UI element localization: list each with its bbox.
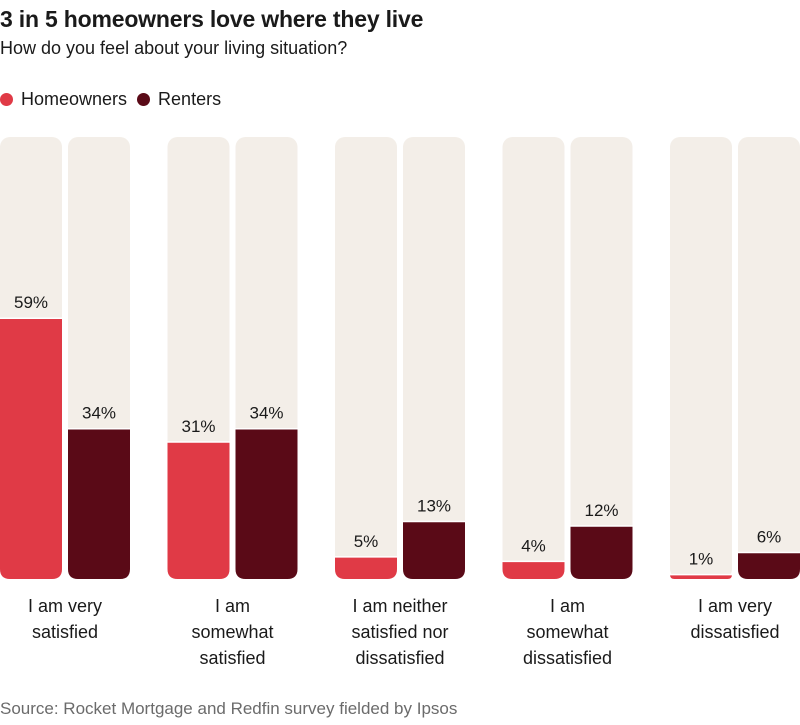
category-label-1-line-2: satisfied (32, 622, 98, 642)
bar-homeowners-3 (335, 556, 397, 579)
category-label-4-line-1: I am (550, 596, 585, 616)
legend-label-renters: Renters (158, 89, 222, 109)
bar-renters-5 (738, 552, 800, 579)
bar-track-homeowners-3 (335, 137, 397, 579)
bar-track-renters-4 (570, 137, 633, 579)
bar-track-homeowners-5 (670, 137, 732, 579)
category-label-1-line-1: I am very (28, 596, 102, 616)
bar-homeowners-2 (167, 441, 230, 579)
category-label-4-line-2: somewhat (526, 622, 608, 642)
category-label-3-line-1: I am neither (352, 596, 447, 616)
data-label-homeowners-3: 5% (354, 532, 379, 551)
legend-swatch-renters (137, 93, 151, 106)
legend-item-renters: Renters (137, 89, 221, 110)
bar-renters-1 (68, 428, 130, 579)
bar-renters-3 (403, 521, 465, 579)
category-label-5-line-1: I am very (698, 596, 772, 616)
legend-swatch-homeowners (0, 93, 13, 106)
data-label-homeowners-5: 1% (689, 550, 714, 569)
category-label-5-line-2: dissatisfied (690, 622, 779, 642)
data-label-renters-4: 12% (584, 501, 618, 520)
category-label-2-line-2: somewhat (191, 622, 273, 642)
bar-renters-4 (570, 525, 633, 579)
data-label-renters-3: 13% (417, 497, 451, 516)
legend: Homeowners Renters (0, 89, 231, 110)
legend-label-homeowners: Homeowners (21, 89, 128, 109)
bar-track-renters-5 (738, 137, 800, 579)
bar-homeowners-1 (0, 318, 62, 579)
chart-subtitle: How do you feel about your living situat… (0, 38, 348, 58)
bar-track-renters-3 (403, 137, 465, 579)
data-label-homeowners-1: 59% (14, 293, 48, 312)
data-label-renters-5: 6% (757, 527, 782, 546)
data-label-homeowners-4: 4% (521, 536, 546, 555)
bar-track-homeowners-4 (502, 137, 565, 579)
bar-renters-2 (235, 428, 298, 579)
category-label-2-line-1: I am (215, 596, 250, 616)
bar-homeowners-4 (502, 561, 565, 579)
legend-item-homeowners: Homeowners (0, 89, 127, 110)
category-label-3-line-3: dissatisfied (355, 648, 444, 668)
chart-title: 3 in 5 homeowners love where they live (0, 6, 424, 32)
bar-chart: 59% 34% I am very satisfied 31% 34% I am somewh… (0, 137, 800, 668)
category-label-2-line-3: satisfied (199, 648, 265, 668)
source-note: Source: Rocket Mortgage and Redfin surve… (0, 699, 458, 718)
category-label-3-line-2: satisfied nor (351, 622, 448, 642)
category-label-4-line-3: dissatisfied (523, 648, 612, 668)
data-label-renters-1: 34% (82, 404, 116, 423)
bar-homeowners-5 (670, 574, 732, 579)
data-label-homeowners-2: 31% (181, 417, 215, 436)
data-label-renters-2: 34% (249, 404, 283, 423)
